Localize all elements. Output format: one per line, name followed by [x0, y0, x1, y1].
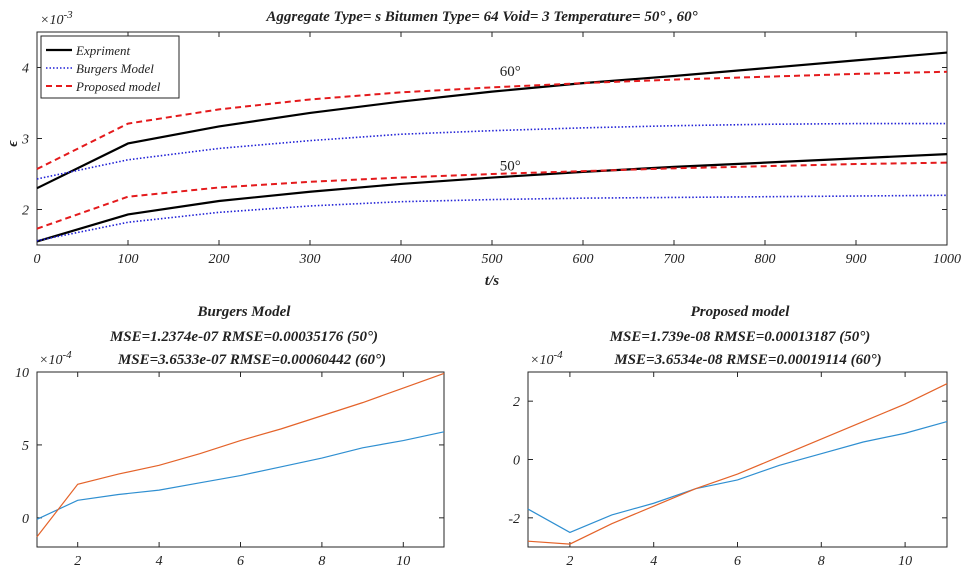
- burgers-residual-chart-residual-50-line: [36, 431, 445, 520]
- top-chart-x-tick-label: 800: [755, 252, 776, 267]
- top-chart-x-tick-label: 600: [573, 252, 594, 267]
- proposed-residual-chart-metrics-60: MSE=3.6534e-08 RMSE=0.00019114 (60°): [613, 352, 881, 368]
- series-burgers-model-50-line: [36, 194, 948, 242]
- top-chart-x-tick-label: 300: [299, 252, 321, 267]
- top-chart-y-tick-label: 4: [22, 62, 29, 77]
- annotation-60-label: 60°: [500, 64, 521, 80]
- legend-label-burgers-model: Burgers Model: [76, 61, 154, 76]
- series-experiment-60-line: [36, 51, 948, 190]
- proposed-residual-chart-residual-50-line: [527, 421, 948, 534]
- proposed-residual-chart-y-tick-label: 0: [513, 454, 520, 469]
- annotation-50-label: 50°: [500, 158, 521, 174]
- legend-box: [40, 35, 180, 99]
- proposed-residual-chart-exponent-label: ×10-4: [530, 349, 563, 368]
- top-chart-y-tick-label: 2: [22, 204, 29, 219]
- burgers-residual-chart-axes-frame: [36, 371, 445, 548]
- burgers-residual-chart-x-tick-label: 6: [237, 554, 244, 569]
- top-chart-x-tick-label: 900: [846, 252, 867, 267]
- burgers-residual-chart-exponent-label: ×10-4: [39, 349, 72, 368]
- series-experiment-50-line: [36, 153, 948, 243]
- proposed-residual-chart-x-tick-label: 10: [898, 554, 912, 569]
- top-chart-x-tick-label: 700: [664, 252, 685, 267]
- top-chart-x-tick-label: 0: [34, 252, 41, 267]
- top-chart-x-axis-label: t/s: [485, 273, 499, 289]
- series-proposed-model-50-line: [36, 161, 948, 230]
- proposed-residual-chart-axes: 2 4 6 8 10 -2 0 2: [508, 371, 948, 569]
- legend-label-proposed-model: Proposed model: [75, 79, 161, 94]
- top-chart-axes: 0 100 200 300 400 500 600 700 800 900 1000 2 3 4: [21, 31, 961, 267]
- proposed-residual-chart-axes-frame: [527, 371, 948, 548]
- top-chart-x-tick-label: 400: [391, 252, 412, 267]
- burgers-residual-chart-metrics-50: MSE=1.2374e-07 RMSE=0.00035176 (50°): [109, 329, 378, 345]
- series-burgers-model-60-line: [36, 122, 947, 180]
- top-chart-y-tick-label: 3: [21, 133, 29, 148]
- top-chart-exponent-label: ×10-3: [40, 9, 73, 28]
- proposed-residual-chart-x-tick-label: 8: [818, 554, 825, 569]
- proposed-residual-chart-residual-60-line: [527, 383, 948, 545]
- burgers-residual-chart-y-tick-label: 5: [22, 439, 29, 454]
- proposed-residual-chart-metrics-50: MSE=1.739e-08 RMSE=0.00013187 (50°): [609, 329, 871, 345]
- proposed-residual-chart-y-tick-label: -2: [508, 512, 520, 527]
- proposed-residual-chart-x-tick-label: 2: [566, 554, 573, 569]
- legend-label-experiment: Expriment: [75, 43, 131, 58]
- burgers-residual-chart-x-tick-label: 4: [156, 554, 163, 569]
- top-chart-y-axis-label: ϵ: [5, 140, 21, 147]
- burgers-residual-chart-y-tick-label: 10: [15, 366, 29, 381]
- burgers-residual-chart-y-tick-label: 0: [22, 512, 29, 527]
- burgers-residual-chart-x-tick-label: 10: [396, 554, 410, 569]
- top-chart-x-tick-label: 200: [209, 252, 230, 267]
- burgers-residual-chart-x-tick-label: 8: [318, 554, 325, 569]
- top-chart-title: Aggregate Type= s Bitumen Type= 64 Void=…: [265, 9, 697, 25]
- top-chart-legend: Expriment Burgers Model Proposed model: [40, 35, 180, 99]
- burgers-residual-chart-residual-60-line: [36, 372, 445, 538]
- series-proposed-model-60-line: [36, 70, 948, 170]
- top-chart-x-tick-label: 100: [118, 252, 139, 267]
- proposed-residual-chart-y-tick-label: 2: [513, 395, 520, 410]
- burgers-residual-chart-metrics-60: MSE=3.6533e-07 RMSE=0.00060442 (60°): [117, 352, 386, 368]
- burgers-residual-chart-title: Burgers Model: [197, 304, 292, 320]
- proposed-residual-chart-title: Proposed model: [691, 304, 791, 320]
- burgers-residual-chart-axes: 2 4 6 8 10 0 5 10: [15, 366, 445, 569]
- top-chart-x-tick-label: 500: [482, 252, 503, 267]
- proposed-residual-chart-x-tick-label: 6: [734, 554, 741, 569]
- top-chart-x-tick-label: 1000: [933, 252, 961, 267]
- burgers-residual-chart-x-tick-label: 2: [74, 554, 81, 569]
- proposed-residual-chart-x-tick-label: 4: [650, 554, 657, 569]
